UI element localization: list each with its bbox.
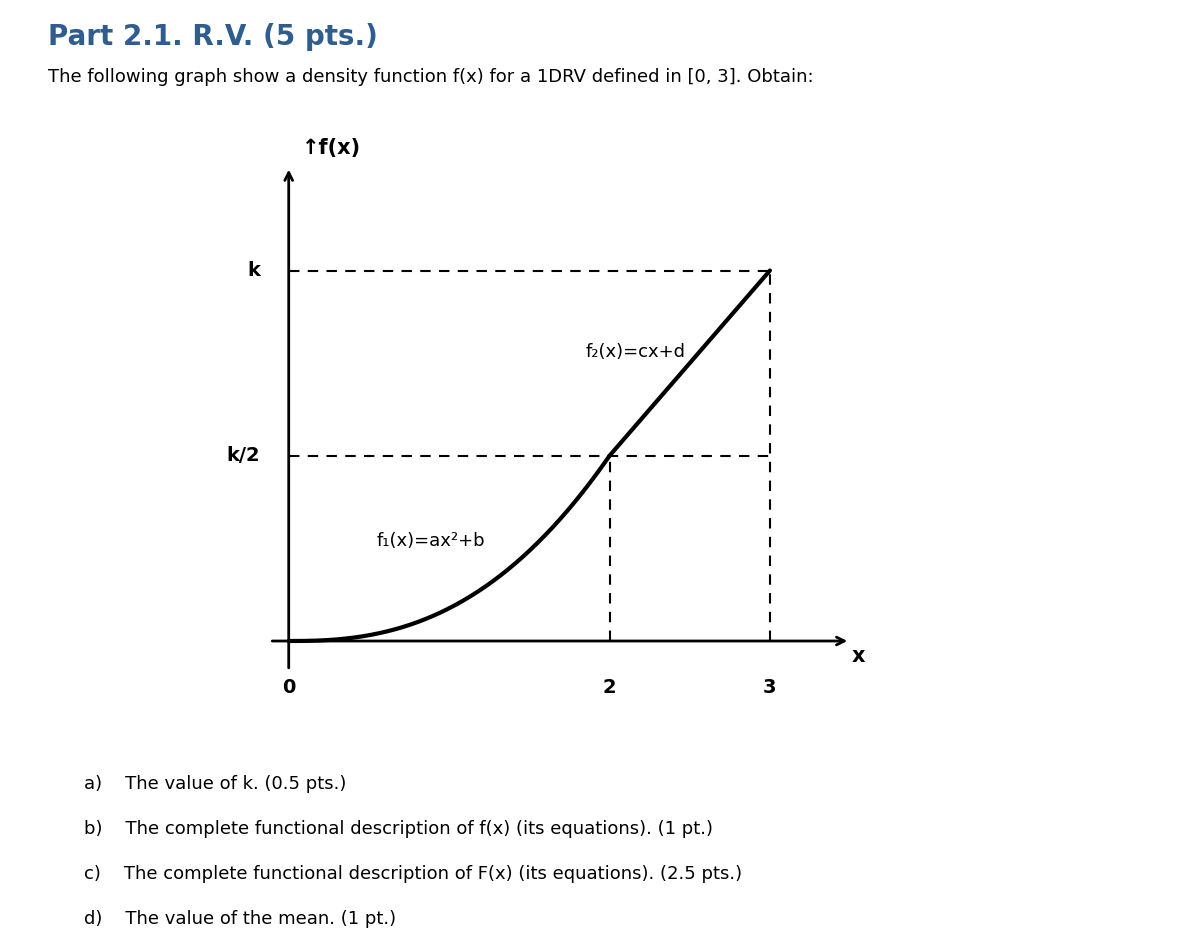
Text: Part 2.1. R.V. (5 pts.): Part 2.1. R.V. (5 pts.) xyxy=(48,23,378,52)
Text: The following graph show a density function f(x) for a 1DRV defined in [0, 3]. O: The following graph show a density funct… xyxy=(48,68,813,85)
Text: k: k xyxy=(247,261,260,280)
Text: 3: 3 xyxy=(763,678,777,697)
Text: b)    The complete functional description of f(x) (its equations). (1 pt.): b) The complete functional description o… xyxy=(84,820,713,838)
Text: x: x xyxy=(852,646,865,666)
Text: a)    The value of k. (0.5 pts.): a) The value of k. (0.5 pts.) xyxy=(84,775,346,793)
Text: 2: 2 xyxy=(603,678,616,697)
Text: ↑f(x): ↑f(x) xyxy=(302,138,361,159)
Text: d)    The value of the mean. (1 pt.): d) The value of the mean. (1 pt.) xyxy=(84,910,396,928)
Text: c)    The complete functional description of F(x) (its equations). (2.5 pts.): c) The complete functional description o… xyxy=(84,865,742,883)
Text: k/2: k/2 xyxy=(226,446,260,465)
Text: 0: 0 xyxy=(282,678,296,697)
Text: f₁(x)=ax²+b: f₁(x)=ax²+b xyxy=(377,532,486,550)
Text: f₂(x)=cx+d: f₂(x)=cx+d xyxy=(586,343,686,361)
